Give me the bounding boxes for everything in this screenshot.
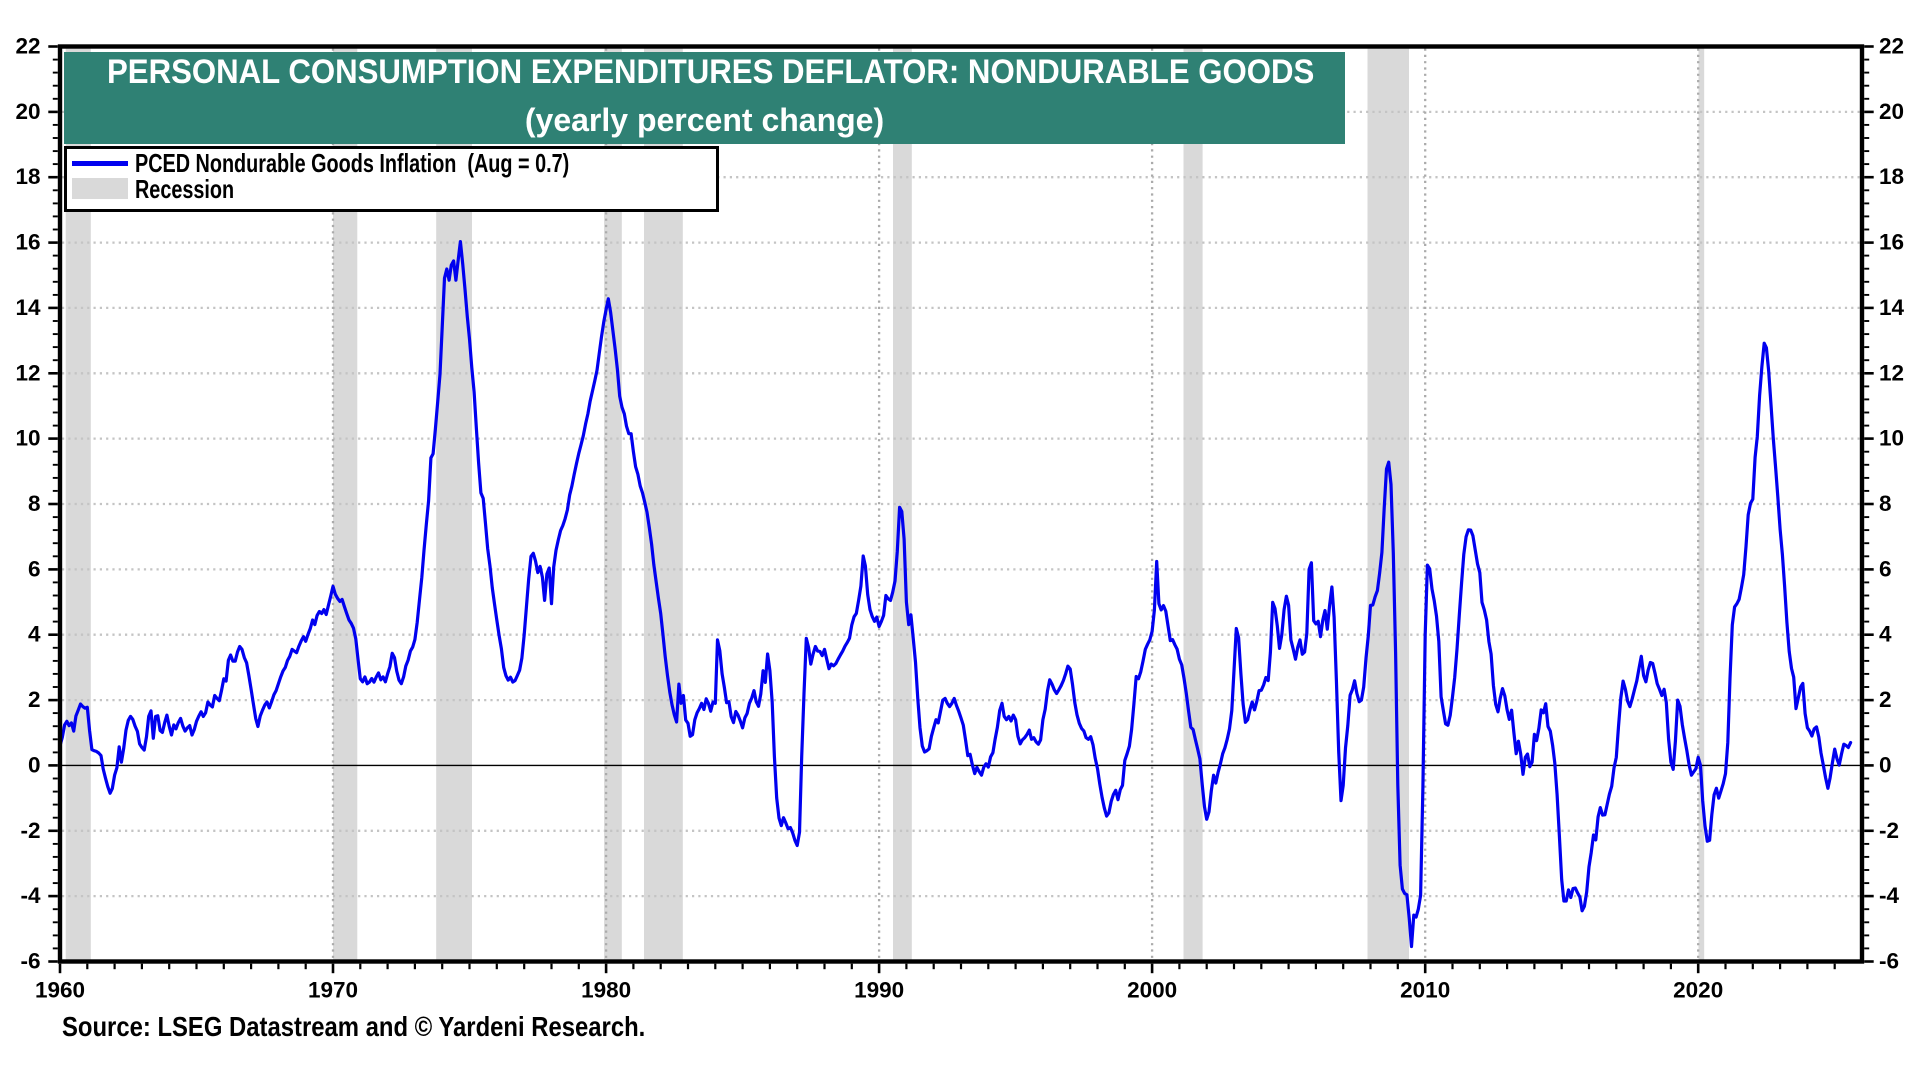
y-axis-label-left: -6 xyxy=(20,949,40,974)
x-axis-label: 1980 xyxy=(581,978,631,1003)
y-axis-label-right: 16 xyxy=(1879,230,1904,255)
y-axis-label-left: 16 xyxy=(15,230,40,255)
recession-swatch xyxy=(72,178,128,199)
legend-label-series: PCED Nondurable Goods Inflation (Aug = 0… xyxy=(134,148,569,178)
plot-border xyxy=(57,44,1865,964)
y-axis-label-right: 4 xyxy=(1879,622,1892,647)
chart-subtitle: (yearly percent change) xyxy=(524,101,885,138)
y-axis-label-left: 4 xyxy=(28,622,41,647)
recession-band xyxy=(604,48,622,960)
axis-ticks xyxy=(48,45,1874,974)
recession-band xyxy=(893,48,912,960)
y-axis-label-left: 18 xyxy=(15,164,40,189)
y-axis-label-left: 14 xyxy=(15,295,41,320)
x-axis-label: 2010 xyxy=(1400,978,1450,1003)
x-axis-label: 1990 xyxy=(854,978,904,1003)
y-axis-label-left: 2 xyxy=(28,687,41,712)
y-axis-label-right: 18 xyxy=(1879,164,1904,189)
source-note: Source: LSEG Datastream and © Yardeni Re… xyxy=(62,1011,646,1042)
y-axis-label-left: -4 xyxy=(20,883,40,908)
y-axis-label-left: 6 xyxy=(28,556,41,581)
recession-band xyxy=(1183,48,1203,960)
y-axis-label-right: 22 xyxy=(1879,34,1904,59)
y-axis-label-right: 8 xyxy=(1879,491,1892,516)
title-banner: PERSONAL CONSUMPTION EXPENDITURES DEFLAT… xyxy=(64,51,1345,144)
y-axis-label-right: 2 xyxy=(1879,687,1892,712)
y-axis-label-left: 0 xyxy=(28,752,41,777)
x-axis-label: 2000 xyxy=(1127,978,1177,1003)
y-axis-label-left: 20 xyxy=(15,99,40,124)
y-axis-label-right: -2 xyxy=(1879,818,1899,843)
x-axis-label: 1960 xyxy=(35,978,85,1003)
y-axis-label-right: 14 xyxy=(1879,295,1905,320)
y-axis-label-left: 22 xyxy=(15,34,40,59)
x-axis-label: 1970 xyxy=(308,978,358,1003)
y-axis-label-right: 6 xyxy=(1879,556,1892,581)
y-axis-label-right: 0 xyxy=(1879,752,1892,777)
y-axis-label-right: 12 xyxy=(1879,360,1904,385)
legend-label-recession: Recession xyxy=(134,174,234,204)
series-line-swatch xyxy=(72,160,128,166)
y-axis-label-right: -6 xyxy=(1879,949,1899,974)
y-axis-label-right: -4 xyxy=(1879,883,1899,908)
y-axis-label-left: -2 xyxy=(20,818,40,843)
y-axis-label-right: 20 xyxy=(1879,99,1904,124)
y-axis-label-left: 8 xyxy=(28,491,41,516)
x-axis-label: 2020 xyxy=(1673,978,1723,1003)
chart-title: PERSONAL CONSUMPTION EXPENDITURES DEFLAT… xyxy=(107,52,1315,91)
y-axis-label-left: 12 xyxy=(15,360,40,385)
h-gridlines xyxy=(62,110,1860,898)
series-line xyxy=(60,240,1853,949)
legend: PCED Nondurable Goods Inflation (Aug = 0… xyxy=(63,146,719,212)
y-axis-label-left: 10 xyxy=(15,426,40,451)
y-axis-label-right: 10 xyxy=(1879,426,1904,451)
